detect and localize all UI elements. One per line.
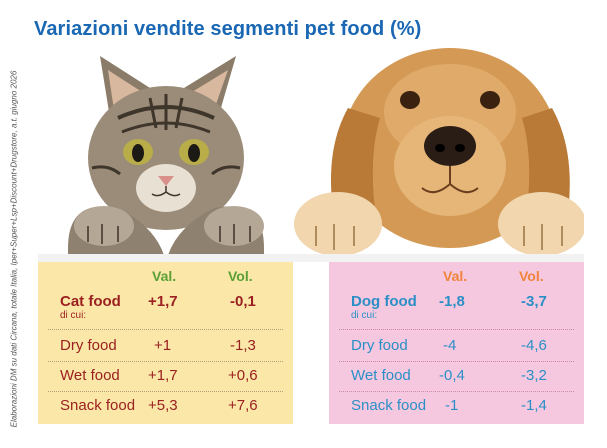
cat-dry-label: Dry food (60, 337, 117, 354)
dog-total-val: -1,8 (439, 293, 465, 310)
cat-dry-row: Dry food +1 -1,3 (38, 332, 293, 362)
dog-dry-row: Dry food -4 -4,6 (329, 332, 584, 362)
cat-image (68, 56, 264, 262)
dog-food-panel: Val. Vol. Dog food di cui: -1,8 -3,7 Dry… (329, 262, 584, 424)
dog-total-row: Dog food di cui: -1,8 -3,7 (329, 288, 584, 330)
dog-dry-val: -4 (443, 337, 457, 354)
cat-wet-val: +1,7 (148, 367, 178, 384)
divider (48, 391, 283, 392)
cat-snack-row: Snack food +5,3 +7,6 (38, 392, 293, 422)
dog-image (294, 48, 584, 256)
cat-snack-label: Snack food (60, 397, 136, 414)
dog-dry-vol: -4,6 (521, 337, 547, 354)
divider (339, 361, 574, 362)
cat-food-label: Cat food (60, 293, 121, 310)
cat-vol-header: Vol. (228, 268, 253, 284)
cat-food-panel: Val. Vol. Cat food di cui: +1,7 -0,1 Dry… (38, 262, 293, 424)
dog-wet-label: Wet food (351, 367, 411, 384)
cat-wet-vol: +0,6 (228, 367, 258, 384)
divider (339, 329, 574, 330)
dog-snack-row: Snack food -1 -1,4 (329, 392, 584, 422)
cat-wet-label: Wet food (60, 367, 120, 384)
cat-and-dog-photo (38, 48, 584, 262)
cat-wet-row: Wet food +1,7 +0,6 (38, 362, 293, 392)
dog-val-header: Val. (443, 268, 468, 284)
dog-sub-label: di cui: (351, 310, 378, 321)
cat-snack-vol: +7,6 (228, 397, 258, 414)
dog-dry-label: Dry food (351, 337, 408, 354)
dog-snack-label: Snack food (351, 397, 427, 414)
pets-illustration (38, 48, 584, 262)
divider (48, 329, 283, 330)
dog-wet-vol: -3,2 (521, 367, 547, 384)
divider (48, 361, 283, 362)
cat-snack-val: +5,3 (148, 397, 178, 414)
source-note: Elaborazioni DM su dati Circana, totale … (2, 64, 26, 434)
cat-total-vol: -0,1 (230, 293, 256, 310)
cat-val-header: Val. (152, 268, 177, 284)
cat-sub-label: di cui: (60, 310, 87, 321)
chart-title: Variazioni vendite segmenti pet food (%) (34, 18, 422, 40)
dog-vol-header: Vol. (519, 268, 544, 284)
dog-food-label: Dog food (351, 293, 417, 310)
dog-total-vol: -3,7 (521, 293, 547, 310)
cat-dry-vol: -1,3 (230, 337, 256, 354)
cat-dry-val: +1 (154, 337, 172, 354)
dog-snack-vol: -1,4 (521, 397, 547, 414)
dog-snack-val: -1 (445, 397, 459, 414)
dog-wet-val: -0,4 (439, 367, 465, 384)
cat-total-val: +1,7 (148, 293, 178, 310)
source-note-text: Elaborazioni DM su dati Circana, totale … (9, 70, 19, 428)
divider (339, 391, 574, 392)
cat-total-row: Cat food di cui: +1,7 -0,1 (38, 288, 293, 330)
dog-wet-row: Wet food -0,4 -3,2 (329, 362, 584, 392)
